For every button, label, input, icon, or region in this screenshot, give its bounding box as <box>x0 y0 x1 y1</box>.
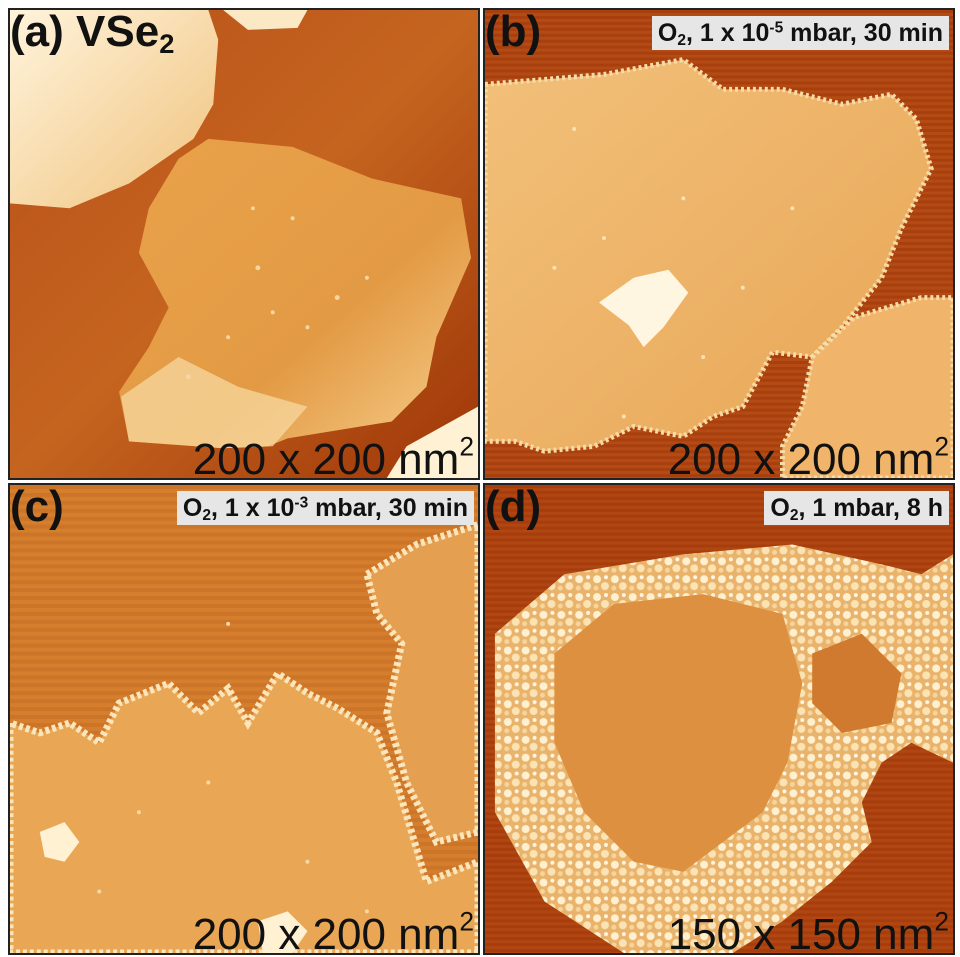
panel-d-scale: 150 x 150 nm2 <box>667 906 949 955</box>
panel-d-label: (d) <box>485 483 542 531</box>
panel-b: (b) O2, 1 x 10-5 mbar, 30 min 200 x 200 … <box>483 8 955 480</box>
panel-d-condition: O2, 1 mbar, 8 h <box>764 491 949 525</box>
panel-d: (d) O2, 1 mbar, 8 h 150 x 150 nm2 <box>483 483 955 955</box>
panel-a: (a) VSe2 200 x 200 nm2 <box>8 8 480 480</box>
panel-c-label: (c) <box>10 483 64 531</box>
stm-image-c <box>10 485 478 953</box>
panel-c: (c) O2, 1 x 10-3 mbar, 30 min 200 x 200 … <box>8 483 480 955</box>
panel-c-condition: O2, 1 x 10-3 mbar, 30 min <box>176 491 474 525</box>
panel-c-scale: 200 x 200 nm2 <box>192 906 474 955</box>
panel-b-condition: O2, 1 x 10-5 mbar, 30 min <box>651 16 949 50</box>
stm-image-a <box>10 10 478 478</box>
stm-image-b <box>485 10 953 478</box>
panel-b-label: (b) <box>485 8 542 56</box>
panel-a-label: (a) VSe2 <box>10 8 175 59</box>
panel-a-scale: 200 x 200 nm2 <box>192 431 474 480</box>
panel-b-scale: 200 x 200 nm2 <box>667 431 949 480</box>
stm-image-d <box>485 485 953 953</box>
